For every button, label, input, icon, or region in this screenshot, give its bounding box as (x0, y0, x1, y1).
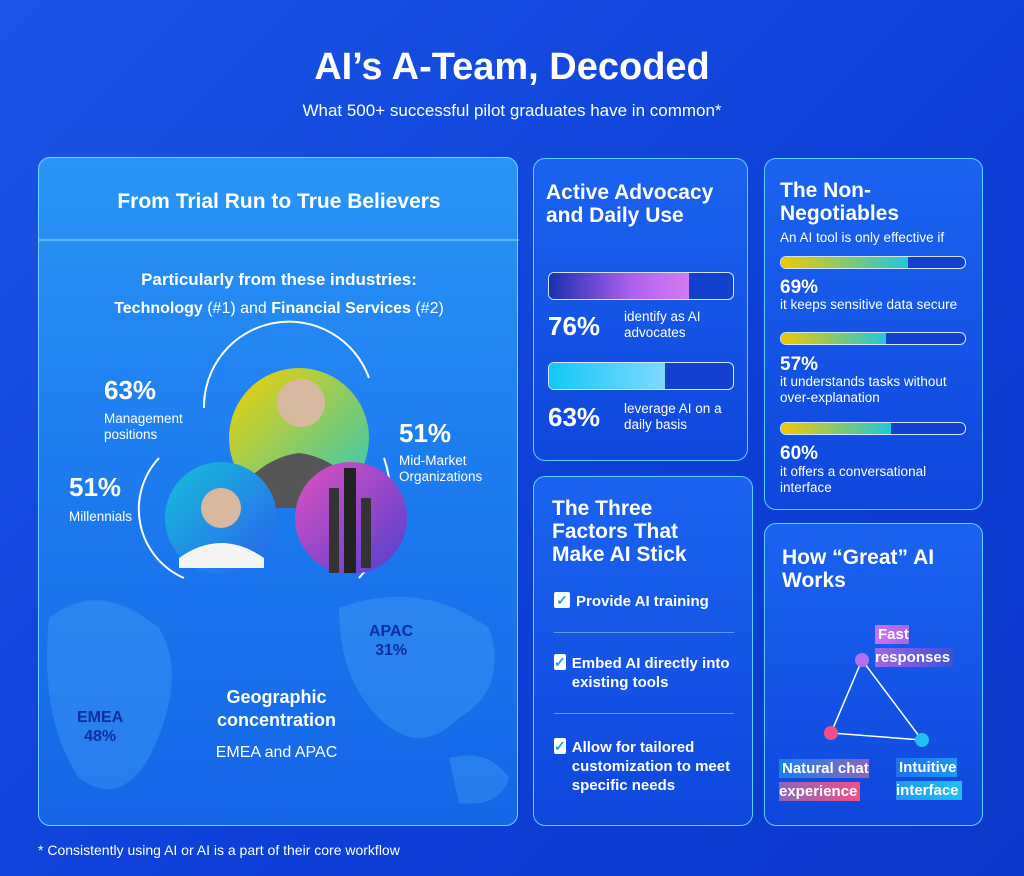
bar (781, 257, 908, 268)
region-value: 31% (375, 642, 408, 659)
node-label: Natural chat experience (779, 757, 884, 803)
bar (781, 333, 886, 344)
item-text: it keeps sensitive data secure (780, 297, 958, 312)
region-name: APAC (369, 623, 414, 640)
panel-title: The Non-Negotiables (780, 179, 900, 225)
panel-title: The Three Factors That Make AI Stick (552, 497, 687, 566)
stat-label: Mid-Market Organizations (399, 453, 483, 484)
node-label: Intuitive interface (896, 756, 976, 802)
region-value: 48% (84, 728, 117, 745)
region: EMEA 48% (77, 708, 123, 746)
non-negotiables-panel: The Non-Negotiables An AI tool is only e… (764, 158, 983, 510)
bar-track (548, 362, 734, 390)
industries-heading: Particularly from these industries: (141, 270, 417, 289)
factors-panel: The Three Factors That Make AI Stick ✓ Pr… (533, 476, 753, 826)
industry: Technology (114, 300, 203, 317)
percent: 57% (780, 354, 819, 375)
percent: 60% (780, 443, 819, 464)
industry: Financial Services (271, 300, 411, 317)
great-ai-panel: How “Great” AI Works Fast responses Natu… (764, 523, 983, 826)
bar (781, 423, 892, 434)
world-map (39, 239, 519, 804)
title: AI’s A-Team, Decoded (314, 46, 710, 88)
node-text: Fast responses (875, 625, 954, 667)
region: APAC 31% (369, 622, 413, 660)
factor: ✓ Provide AI training (554, 592, 739, 611)
triangle-diagram (824, 653, 929, 747)
region-name: EMEA (77, 709, 124, 726)
factor-text: Provide AI training (576, 593, 709, 610)
panel-title: Active Advocacy and Daily Use (546, 181, 714, 227)
geo-heading: Geographic concentration (216, 687, 336, 730)
divider (554, 713, 734, 714)
geo-text: EMEA and APAC (215, 744, 338, 761)
divider (554, 632, 734, 633)
item-text: it offers a conversational interface (780, 464, 927, 495)
node-text: Natural chat experience (779, 759, 869, 801)
panel-subtitle: An AI tool is only effective if (780, 230, 945, 245)
item-text: it understands tasks without over-explan… (780, 374, 947, 405)
percent: 69% (780, 277, 819, 298)
text: (#1) and (202, 300, 272, 317)
text: (#2) (410, 300, 444, 317)
bar-track (780, 332, 966, 345)
item-text: identify as AI advocates (624, 309, 701, 340)
bar-track (780, 256, 966, 269)
stat-value: 51% (69, 472, 122, 502)
node-text: Intuitive interface (896, 758, 962, 800)
industries: Technology (#1) and Financial Services (… (39, 300, 519, 318)
footnote: * Consistently using AI or AI is a part … (38, 842, 400, 858)
percent: 76% (548, 311, 601, 341)
factor: ✓ Embed AI directly into existing tools (554, 654, 739, 692)
advocacy-panel: Active Advocacy and Daily Use 76% identi… (533, 158, 748, 461)
panel-title: How “Great” AI Works (782, 546, 935, 592)
stat-value: 63% (104, 375, 157, 405)
check-icon: ✓ (554, 654, 566, 670)
bar-track (548, 272, 734, 300)
factor-text: Allow for tailored customization to meet… (571, 739, 731, 794)
bar (549, 363, 665, 389)
check-icon: ✓ (554, 592, 570, 608)
stat-value: 51% (399, 418, 452, 448)
node-label: Fast responses (875, 623, 960, 669)
bar (549, 273, 689, 299)
percent: 63% (548, 402, 601, 432)
item-text: leverage AI on a daily basis (624, 401, 722, 432)
stat-label: Management positions (104, 411, 183, 442)
bar-track (780, 422, 966, 435)
stat-label: Millennials (69, 509, 133, 524)
subtitle: What 500+ successful pilot graduates hav… (302, 101, 722, 120)
trial-panel: From Trial Run to True Believers Particu… (38, 157, 519, 826)
factor-text: Embed AI directly into existing tools (571, 655, 730, 691)
panel-title: From Trial Run to True Believers (117, 190, 441, 213)
factor: ✓ Allow for tailored customization to mee… (554, 738, 739, 795)
check-icon: ✓ (554, 738, 566, 754)
